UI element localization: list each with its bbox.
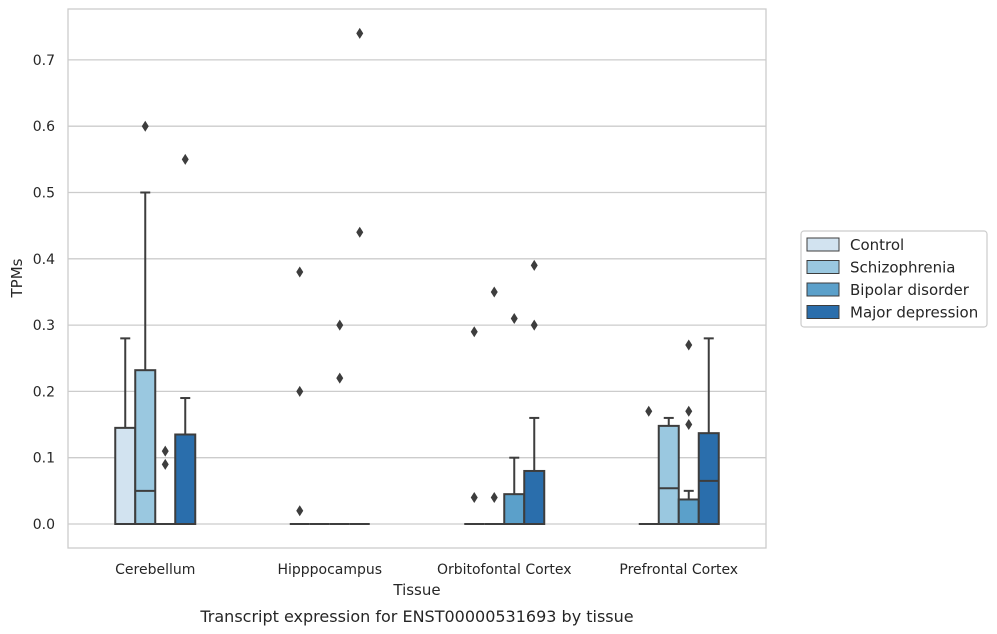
box-body: [134, 369, 157, 525]
box: [677, 339, 700, 525]
outlier-point: [685, 339, 693, 351]
box: [134, 120, 157, 525]
box: [697, 337, 720, 526]
x-axis-label: Tissue: [392, 581, 440, 599]
outlier-point: [141, 120, 149, 132]
outlier-point: [296, 266, 304, 278]
y-tick-label: 0.6: [33, 119, 55, 135]
outlier-point: [470, 326, 478, 338]
outlier-point: [685, 419, 693, 431]
y-axis-ticks: 0.0 0.1 0.2 0.3 0.4 0.5 0.6 0.7: [33, 53, 55, 533]
legend-label: Bipolar disorder: [850, 281, 970, 299]
x-tick-label: Prefrontal Cortex: [619, 562, 738, 578]
box: [464, 326, 485, 525]
x-tick-label: Cerebellum: [115, 562, 195, 578]
box: [657, 416, 680, 526]
outlier-point: [296, 505, 304, 517]
legend-swatch: [806, 305, 840, 319]
outlier-point: [161, 458, 169, 470]
outlier-point: [470, 491, 478, 503]
x-tick-label: Hipppocampus: [277, 562, 382, 578]
outlier-point: [530, 259, 538, 271]
box: [329, 319, 350, 525]
box-body: [677, 498, 700, 525]
legend-swatch: [806, 237, 840, 252]
outlier-point: [510, 312, 518, 324]
box: [484, 286, 505, 525]
box: [155, 445, 176, 525]
box: [523, 259, 546, 525]
legend-label: Major depression: [850, 304, 978, 322]
legend-swatch: [806, 282, 840, 297]
y-tick-label: 0.2: [33, 384, 55, 400]
y-tick-label: 0.3: [33, 318, 55, 334]
outlier-point: [161, 445, 169, 457]
legend-label: Schizophrenia: [850, 259, 955, 277]
legend-frame: [800, 230, 988, 328]
legend: Control Schizophrenia Bipolar disorder Majo…: [800, 230, 988, 328]
box-body: [697, 432, 720, 526]
box: [289, 266, 310, 525]
outlier-point: [685, 405, 693, 417]
outlier-point: [645, 405, 653, 417]
box-body: [174, 433, 197, 525]
outlier-point: [490, 491, 498, 503]
box: [503, 312, 526, 526]
box-body: [503, 493, 526, 526]
series-group: [174, 27, 720, 526]
legend-swatch: [806, 260, 840, 274]
chart-caption: Transcript expression for ENST0000053169…: [199, 607, 633, 626]
legend-label: Control: [850, 236, 904, 254]
x-tick-label: Orbitofontal Cortex: [437, 562, 572, 578]
box-series: [114, 27, 720, 526]
box-body: [523, 469, 546, 525]
y-tick-label: 0.5: [33, 186, 55, 202]
box-body: [657, 424, 680, 526]
box: [638, 405, 659, 525]
box-body: [114, 426, 137, 525]
series-group: [155, 312, 700, 526]
box: [349, 27, 370, 525]
outlier-point: [490, 286, 498, 298]
x-axis-ticks: Cerebellum Hipppocampus Orbitofontal Corte…: [115, 562, 738, 578]
box: [114, 337, 137, 525]
series-group: [114, 266, 659, 525]
y-tick-label: 0.7: [33, 53, 55, 69]
outlier-point: [296, 385, 304, 397]
y-tick-label: 0.1: [33, 451, 55, 467]
outlier-point: [336, 372, 344, 384]
y-axis-label: TPMs: [8, 258, 26, 298]
series-group: [134, 120, 680, 526]
outlier-point: [530, 319, 538, 331]
y-tick-label: 0.4: [33, 252, 55, 268]
outlier-point: [181, 153, 189, 165]
box: [174, 153, 197, 525]
outlier-point: [356, 226, 364, 238]
outlier-point: [336, 319, 344, 331]
y-tick-label: 0.0: [33, 517, 55, 533]
outlier-point: [356, 27, 364, 39]
plot-frame: [67, 8, 767, 549]
